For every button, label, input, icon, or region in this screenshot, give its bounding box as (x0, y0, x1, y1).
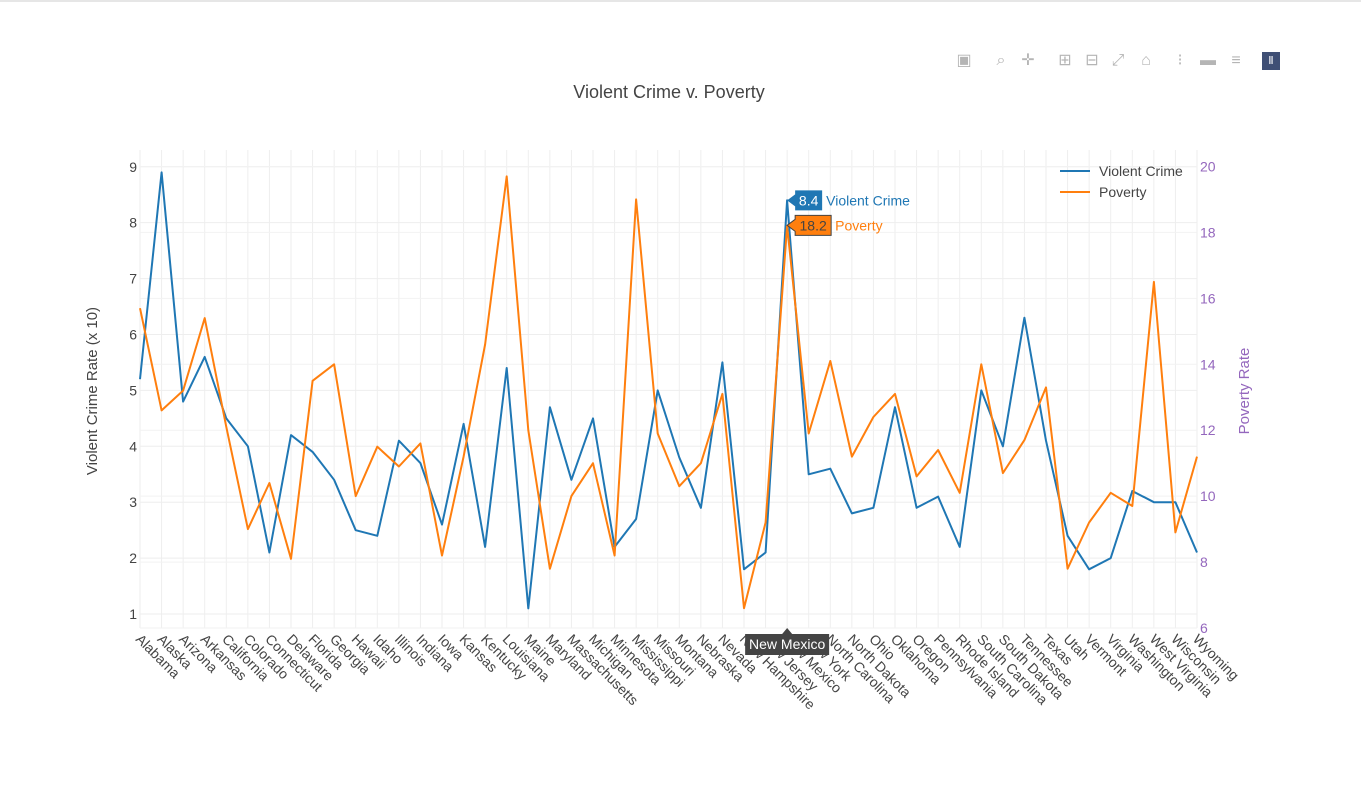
y-tick-label: 3 (129, 494, 137, 510)
hover-closest-icon[interactable]: ▬ (1200, 52, 1216, 69)
camera-icon[interactable]: ▣ (956, 52, 972, 69)
grid (139, 150, 1198, 629)
y2-tick-label: 18 (1200, 224, 1216, 240)
top-divider (0, 0, 1361, 2)
y2-axis-label: Poverty Rate (1236, 348, 1253, 435)
hover-x-pointer (782, 628, 793, 634)
legend[interactable]: Violent Crime Poverty (1060, 163, 1183, 200)
zoom-in-icon[interactable]: ⊞ (1058, 52, 1072, 69)
chart-title: Violent Crime v. Poverty (573, 82, 764, 102)
hover-violent-name: Violent Crime (826, 192, 910, 208)
hover-compare-icon[interactable]: ≡ (1231, 52, 1241, 69)
y2-tick-label: 8 (1200, 554, 1208, 570)
autoscale-icon[interactable]: ⤢ (1111, 52, 1125, 69)
spike-lines-icon[interactable]: ⁝ (1177, 52, 1183, 69)
y2-tick-label: 6 (1200, 620, 1208, 636)
legend-label-poverty: Poverty (1099, 184, 1146, 200)
hover-poverty-name: Poverty (835, 217, 882, 233)
y-tick-label: 2 (129, 550, 137, 566)
y2-tick-label: 10 (1200, 488, 1216, 504)
plotly-logo-icon[interactable]: Ⅱ (1262, 52, 1280, 70)
y-tick-label: 7 (129, 271, 137, 287)
y-tick-label: 9 (129, 159, 137, 175)
y-axis-label: Violent Crime Rate (x 10) (84, 307, 101, 475)
y-axis-ticks: 1 2 3 4 5 6 7 8 9 (129, 159, 137, 622)
x-axis-ticks: AlabamaAlaskaArizonaArkansasCaliforniaCo… (133, 631, 1242, 713)
zoom-out-icon[interactable]: ⊟ (1085, 52, 1099, 69)
legend-label-violent: Violent Crime (1099, 163, 1183, 179)
y2-tick-label: 12 (1200, 422, 1216, 438)
pan-icon[interactable]: ✛ (1021, 52, 1035, 69)
y2-tick-label: 14 (1200, 356, 1216, 372)
y-tick-label: 4 (129, 438, 137, 454)
hover-tooltips: New Mexico 8.4 Violent Crime 18.2 Poverty (745, 190, 910, 655)
hover-violent-box (787, 190, 823, 211)
reset-axes-icon[interactable]: ⌂ (1141, 52, 1151, 69)
y2-tick-label: 16 (1200, 290, 1216, 306)
y-tick-label: 1 (129, 606, 137, 622)
y2-tick-label: 20 (1200, 158, 1216, 174)
hover-x-label: New Mexico (749, 636, 825, 652)
y-tick-label: 5 (129, 382, 137, 398)
y-tick-label: 6 (129, 326, 137, 342)
hover-violent-value: 8.4 (799, 192, 819, 208)
hover-x-box (745, 634, 830, 655)
y2-axis-ticks: 6 8 10 12 14 16 18 20 (1200, 158, 1216, 636)
y-tick-label: 8 (129, 215, 137, 231)
poverty-line[interactable] (139, 175, 1198, 610)
hover-poverty-value: 18.2 (800, 217, 827, 233)
violent-crime-line[interactable] (139, 171, 1198, 610)
lines (139, 171, 1198, 610)
zoom-icon[interactable]: ⌕ (996, 52, 1006, 69)
hover-poverty-box (786, 214, 832, 236)
